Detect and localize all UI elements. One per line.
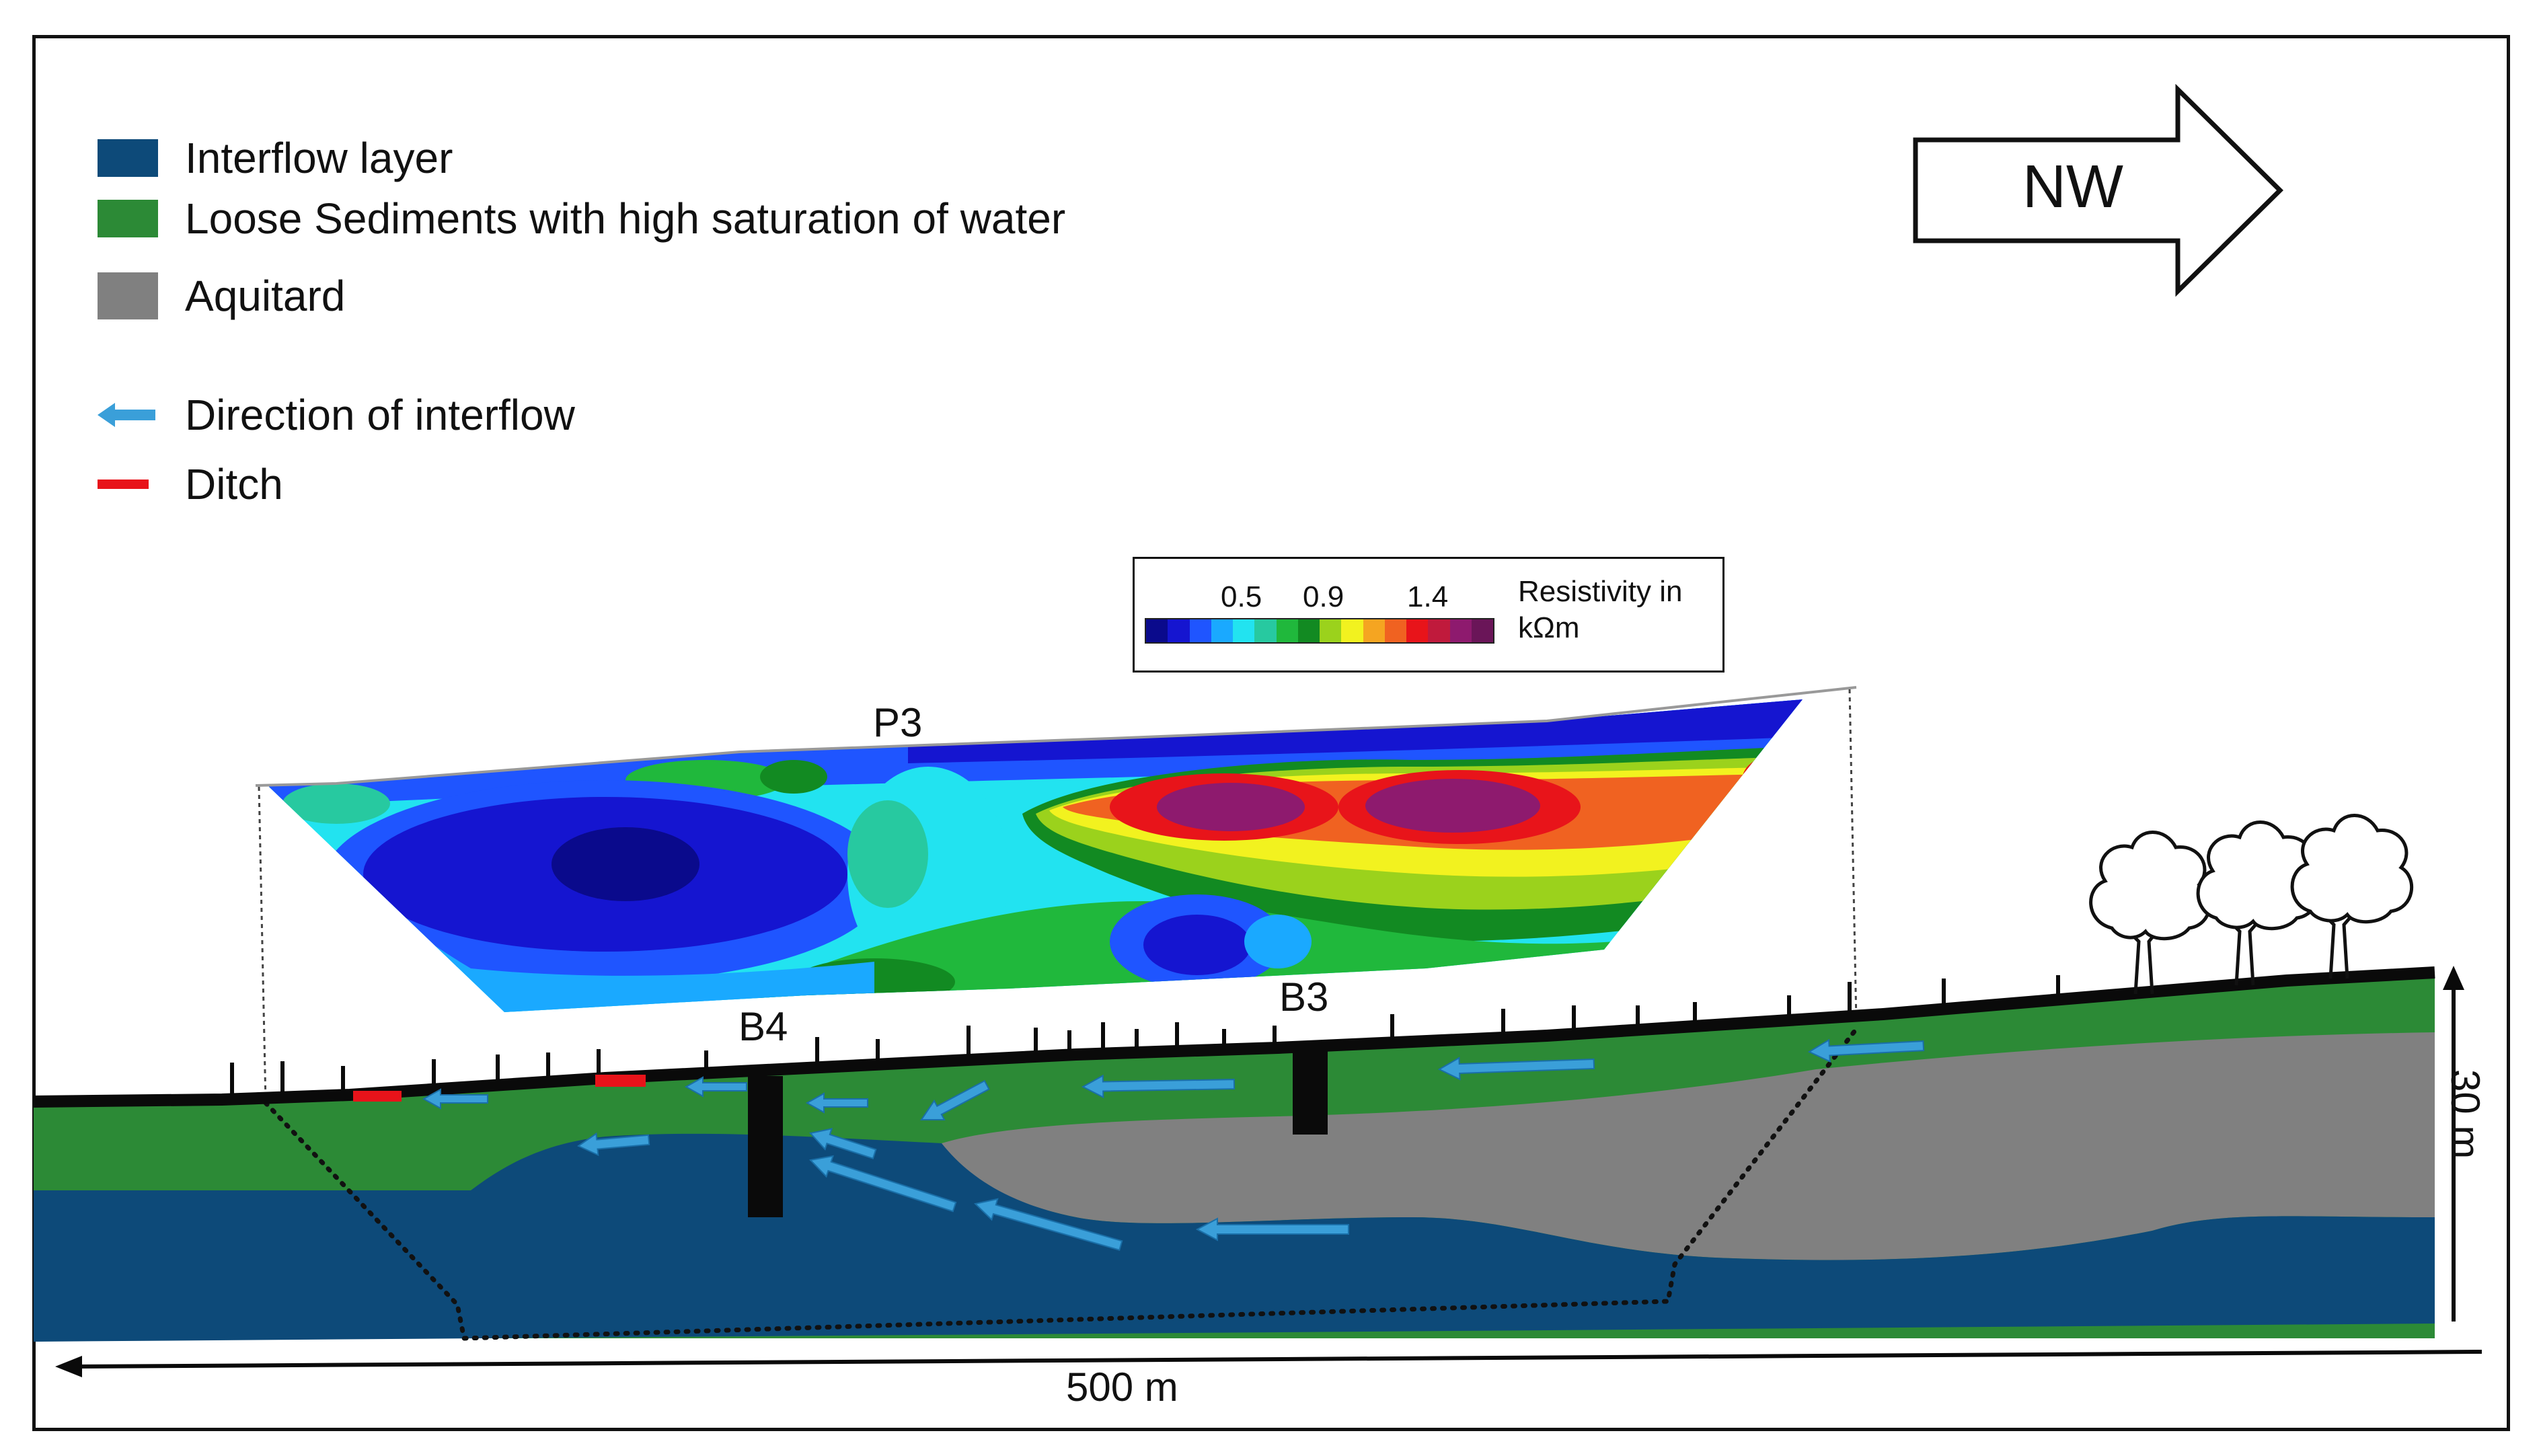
arrow-left-icon (684, 1076, 747, 1098)
legend-label: Direction of interflow (185, 391, 575, 439)
colorbar-legend: 0.5 0.9 1.4 Resistivity in kΩm (1133, 557, 1724, 673)
tree-icon (2290, 814, 2413, 979)
legend-label: Interflow layer (185, 134, 453, 182)
ditch-marker (353, 1091, 402, 1102)
colorbar-segment (1297, 619, 1320, 642)
borehole-label: B4 (738, 1004, 788, 1049)
colorbar-segment (1449, 619, 1472, 642)
resistivity-profile (255, 686, 1858, 1104)
legend-label: Loose Sediments with high saturation of … (185, 194, 1066, 243)
arrow-left-icon (1195, 1217, 1349, 1241)
horizontal-scale-bar (55, 1350, 2482, 1377)
ditch-marker (595, 1075, 646, 1087)
arrow-left-icon (808, 1155, 957, 1213)
direction-arrow-icon: NW (1913, 84, 2283, 297)
colorbar-segment (1363, 619, 1385, 642)
colorbar-title: Resistivity in kΩm (1518, 575, 1683, 644)
aquitard-swatch (98, 272, 158, 319)
ditch-icon (98, 465, 158, 503)
legend-item-interflow: Interflow layer (98, 134, 453, 182)
tree-icon (2089, 831, 2211, 995)
arrow-left-icon (1437, 1057, 1595, 1081)
legend-label: Aquitard (185, 272, 346, 320)
colorbar-segment (1471, 619, 1493, 642)
colorbar-segment (1211, 619, 1233, 642)
borehole-b3 (1293, 1046, 1328, 1135)
colorbar-segment (1276, 619, 1298, 642)
colorbar-segment (1168, 619, 1190, 642)
colorbar-tick: 1.4 (1407, 580, 1449, 613)
legend-label: Ditch (185, 460, 283, 508)
colorbar-segment (1146, 619, 1168, 642)
arrow-left-icon (805, 1092, 868, 1114)
colorbar-segment (1320, 619, 1342, 642)
legend-item-aquitard: Aquitard (98, 272, 346, 320)
arrow-left-icon (809, 1128, 877, 1159)
sediment-swatch (98, 200, 158, 237)
colorbar-tick: 0.9 (1303, 580, 1344, 613)
arrow-left-icon (1807, 1038, 1925, 1063)
colorbar-segment (1384, 619, 1406, 642)
vertical-scale-bar (2443, 966, 2464, 1321)
tree-icon (2196, 820, 2319, 986)
interflow-swatch (98, 139, 158, 177)
borehole-label: B3 (1279, 974, 1329, 1020)
colorbar-segment (1428, 619, 1450, 642)
colorbar-segment (1254, 619, 1277, 642)
arrow-left-icon (1081, 1074, 1236, 1099)
colorbar-tick: 0.5 (1221, 580, 1262, 613)
legend-item-ditch: Ditch (98, 460, 283, 508)
arrow-left-icon (576, 1132, 650, 1157)
survey-stakes (230, 975, 2060, 1098)
arrow-left-icon (920, 1079, 990, 1121)
horizontal-scale-label: 500 m (1066, 1365, 1178, 1410)
legend-item-sediments: Loose Sediments with high saturation of … (98, 194, 1066, 243)
arrow-left-icon (422, 1088, 488, 1110)
interflow-arrows (422, 1038, 1925, 1251)
profile-label: P3 (873, 700, 923, 745)
borehole-b4 (748, 1076, 783, 1217)
colorbar-segment (1189, 619, 1211, 642)
colorbar-scale (1145, 618, 1494, 644)
arrow-left-icon (973, 1198, 1123, 1251)
arrow-left-icon (98, 396, 158, 434)
colorbar-segment (1406, 619, 1429, 642)
compass-label: NW (2022, 153, 2123, 221)
figure-frame (32, 35, 2510, 1431)
legend-item-interflow-direction: Direction of interflow (98, 391, 575, 439)
colorbar-segment (1341, 619, 1363, 642)
vertical-scale-label: 30 m (2443, 1069, 2488, 1159)
colorbar-segment (1233, 619, 1255, 642)
geology-layers (33, 966, 2435, 1342)
